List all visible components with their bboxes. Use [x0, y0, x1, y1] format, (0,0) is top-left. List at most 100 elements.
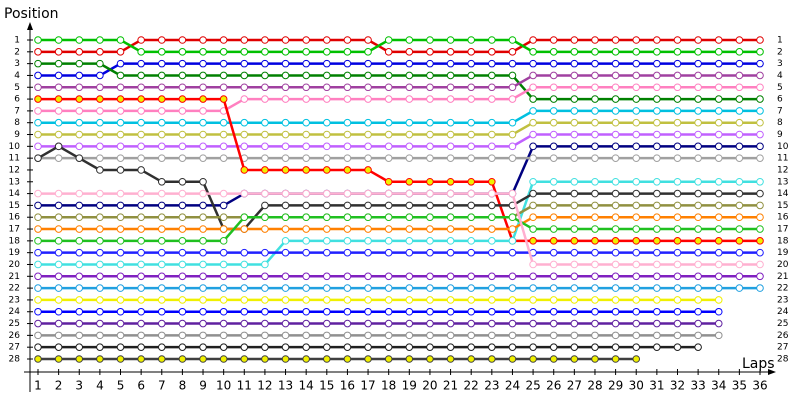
lap-marker [96, 213, 104, 222]
lap-marker [323, 83, 331, 92]
y-tick-label-right: 14 [777, 189, 789, 199]
lap-marker [735, 248, 744, 257]
lap-marker [281, 166, 290, 174]
lap-marker [199, 272, 207, 281]
lap-marker [694, 248, 702, 257]
lap-marker [364, 213, 372, 222]
lap-marker [75, 296, 84, 304]
lap-marker [405, 95, 414, 103]
lap-marker [302, 284, 310, 292]
lap-marker [611, 36, 620, 44]
lap-marker [302, 83, 310, 92]
lap-marker [157, 307, 166, 316]
lap-marker [116, 142, 125, 151]
lap-marker [34, 260, 42, 269]
lap-marker [611, 59, 620, 68]
driver-line [38, 74, 760, 89]
lap-marker [529, 272, 537, 281]
lap-marker [219, 71, 228, 80]
lap-marker [467, 213, 476, 222]
x-tick-label: 24 [505, 379, 520, 393]
lap-marker [694, 296, 702, 304]
lap-marker [364, 201, 372, 210]
lap-marker [508, 237, 517, 245]
lap-marker [116, 260, 125, 269]
lap-marker [54, 248, 63, 257]
lap-marker [343, 130, 352, 139]
lap-marker [178, 284, 187, 292]
lap-marker [34, 343, 42, 351]
lap-marker [157, 225, 166, 233]
lap-marker [240, 71, 249, 80]
lap-marker [302, 355, 310, 363]
y-tick-label: 1 [14, 36, 20, 46]
lap-marker [137, 166, 145, 174]
lap-marker [199, 59, 207, 68]
lap-marker [157, 319, 166, 328]
lap-marker [364, 166, 372, 174]
lap-marker [34, 71, 42, 80]
lap-marker [240, 59, 249, 68]
lap-marker [673, 225, 682, 233]
lap-marker [405, 154, 414, 162]
lap-marker [34, 331, 42, 340]
lap-marker [508, 284, 517, 292]
lap-marker [384, 36, 393, 44]
lap-marker [364, 307, 372, 316]
lap-marker [611, 213, 620, 222]
y-tick-label-right: 21 [777, 272, 788, 282]
lap-marker [694, 284, 702, 292]
lap-marker [694, 237, 702, 245]
y-tick-label-right: 24 [777, 307, 789, 317]
lap-marker [467, 272, 476, 281]
lap-marker [549, 189, 558, 198]
lap-marker [467, 201, 476, 210]
y-tick-label: 20 [9, 260, 21, 270]
lap-marker [240, 130, 249, 139]
lap-marker [591, 296, 599, 304]
lap-marker [426, 130, 434, 139]
lap-marker [549, 48, 558, 56]
x-tick-label: 21 [443, 379, 458, 393]
y-tick-label-right: 8 [777, 118, 783, 128]
lap-marker [446, 343, 455, 351]
lap-marker [323, 272, 331, 281]
lap-marker [157, 237, 166, 245]
lap-marker [508, 213, 517, 222]
lap-marker [219, 59, 228, 68]
lap-marker [323, 343, 331, 351]
lap-marker [632, 48, 641, 56]
lap-marker [426, 284, 434, 292]
lap-marker [199, 48, 207, 56]
lap-marker [653, 95, 661, 103]
lap-marker [570, 189, 579, 198]
lap-marker [446, 213, 455, 222]
lap-marker [591, 36, 599, 44]
x-tick-label: 7 [158, 379, 166, 393]
lap-marker [549, 343, 558, 351]
lap-marker [343, 248, 352, 257]
lap-marker [632, 307, 641, 316]
x-tick-label: 11 [237, 379, 252, 393]
lap-marker [96, 36, 104, 44]
lap-marker [34, 355, 42, 363]
lap-marker [261, 189, 269, 198]
y-tick-label-right: 13 [777, 177, 788, 187]
lap-marker [157, 260, 166, 269]
lap-marker [653, 213, 661, 222]
lap-marker [591, 260, 599, 269]
lap-marker [178, 296, 187, 304]
lap-marker [467, 59, 476, 68]
lap-marker [178, 118, 187, 127]
lap-marker [219, 355, 228, 363]
lap-marker [653, 59, 661, 68]
lap-marker [75, 307, 84, 316]
lap-marker [281, 130, 290, 139]
y-tick-label-right: 15 [777, 201, 788, 211]
lap-marker [302, 142, 310, 151]
y-tick-label-right: 20 [777, 260, 789, 270]
lap-marker [116, 166, 125, 174]
lap-marker [488, 343, 496, 351]
y-axis-arrow [27, 22, 33, 30]
lap-marker [384, 213, 393, 222]
